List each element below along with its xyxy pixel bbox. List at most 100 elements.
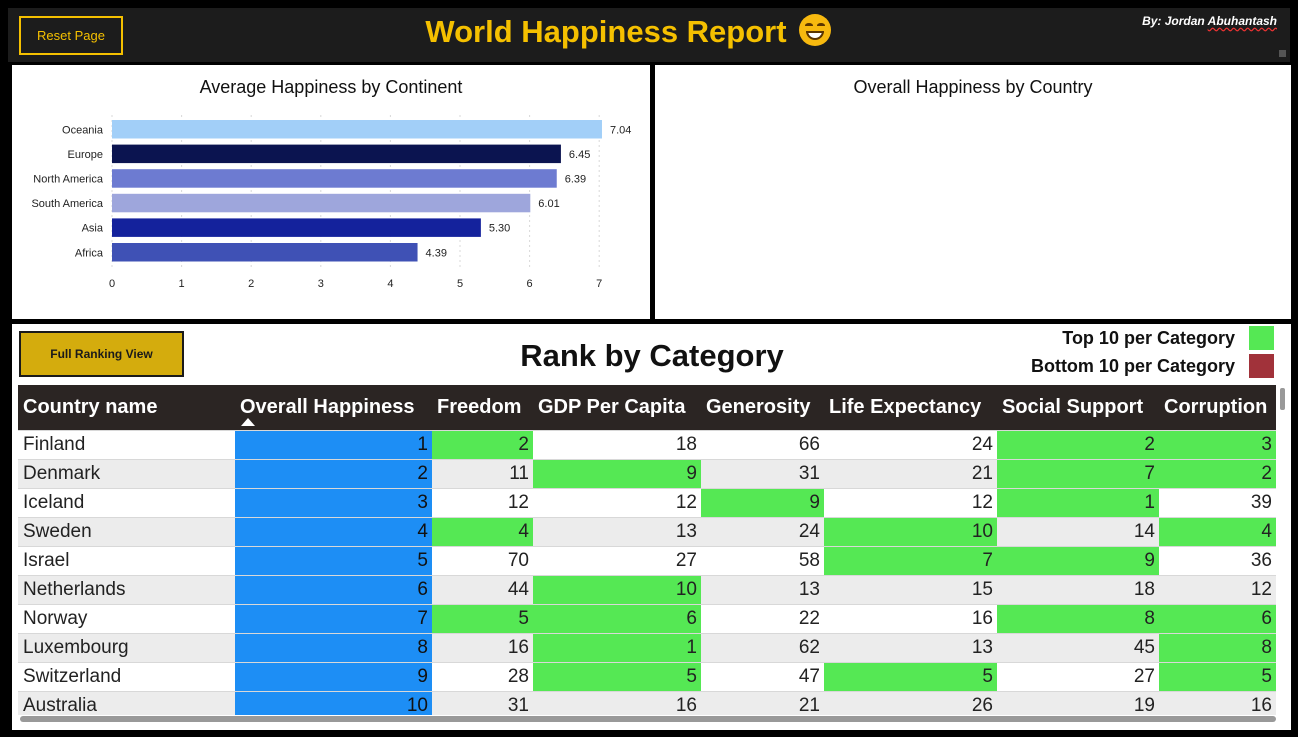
category-rank-cell: 18 (997, 574, 1159, 604)
country-name-cell: Australia (18, 690, 235, 715)
bar[interactable] (112, 193, 531, 213)
country-map-title: Overall Happiness by Country (853, 77, 1093, 97)
data-label: 6.01 (538, 198, 559, 210)
column-header[interactable]: Life Expectancy (824, 385, 997, 430)
category-rank-cell: 2 (1159, 458, 1276, 488)
data-label: 6.45 (569, 149, 590, 161)
table-row[interactable]: Israel 5 70 27 58 7 9 36 (18, 545, 1276, 575)
table-row[interactable]: Switzerland 9 28 5 47 5 27 5 (18, 661, 1276, 691)
overall-rank-cell: 9 (235, 661, 432, 691)
category-rank-cell: 31 (432, 690, 533, 715)
column-header[interactable]: Corruption (1159, 385, 1276, 430)
column-header-label: Freedom (437, 395, 522, 418)
category-rank-cell: 12 (533, 487, 701, 517)
column-header[interactable]: Overall Happiness (235, 385, 432, 430)
continent-chart-panel: Average Happiness by Continent 0 1 2 3 4 5 6 7 O… (12, 65, 650, 319)
category-rank-cell: 10 (533, 574, 701, 604)
category-label: North America (33, 173, 104, 185)
byline-prefix: By: Jordan (1142, 14, 1208, 28)
column-header[interactable]: Generosity (701, 385, 824, 430)
category-rank-cell: 12 (824, 487, 997, 517)
category-rank-cell: 39 (1159, 487, 1276, 517)
column-header[interactable]: GDP Per Capita (533, 385, 701, 430)
category-rank-cell: 24 (824, 429, 997, 459)
category-label: South America (31, 198, 103, 210)
category-rank-cell: 1 (997, 487, 1159, 517)
column-header[interactable]: Freedom (432, 385, 533, 430)
x-tick-label: 4 (387, 278, 393, 290)
table-row[interactable]: Luxembourg 8 16 1 62 13 45 8 (18, 632, 1276, 662)
data-label: 5.30 (489, 223, 510, 235)
category-rank-cell: 8 (997, 603, 1159, 633)
country-name-cell: Denmark (18, 458, 235, 488)
bar[interactable] (112, 218, 481, 237)
column-header[interactable]: Country name (18, 385, 235, 430)
category-rank-cell: 16 (533, 690, 701, 715)
category-rank-cell: 7 (824, 545, 997, 575)
x-tick-label: 6 (527, 278, 533, 290)
category-rank-cell: 13 (824, 632, 997, 662)
category-rank-cell: 13 (701, 574, 824, 604)
category-rank-cell: 4 (432, 516, 533, 546)
table-row[interactable]: Denmark 2 11 9 31 21 7 2 (18, 458, 1276, 488)
sort-ascending-icon (241, 417, 255, 426)
category-rank-cell: 28 (432, 661, 533, 691)
x-tick-label: 2 (248, 278, 254, 290)
column-header[interactable]: Social Support (997, 385, 1159, 430)
column-header-label: Life Expectancy (829, 395, 982, 418)
country-name-cell: Sweden (18, 516, 235, 546)
legend-bottom-label: Bottom 10 per Category (1030, 355, 1235, 376)
table-row[interactable]: Iceland 3 12 12 9 12 1 39 (18, 487, 1276, 517)
legend-top-label: Top 10 per Category (1062, 327, 1235, 348)
country-name-cell: Finland (18, 429, 235, 459)
category-rank-cell: 27 (533, 545, 701, 575)
category-rank-cell: 27 (997, 661, 1159, 691)
category-rank-cell: 16 (1159, 690, 1276, 715)
overall-rank-cell: 4 (235, 516, 432, 546)
header-bar: Reset Page World Happiness Report By: Jo… (8, 8, 1290, 62)
table-row[interactable]: Finland 1 2 18 66 24 2 3 (18, 429, 1276, 459)
x-tick-label: 3 (318, 278, 324, 290)
category-rank-cell: 18 (533, 429, 701, 459)
bar[interactable] (112, 144, 561, 164)
full-ranking-view-button[interactable]: Full Ranking View (19, 331, 184, 377)
rank-table-container[interactable]: Country name Overall Happiness Freedom GDP … (18, 385, 1276, 715)
table-row[interactable]: Netherlands 6 44 10 13 15 18 12 (18, 574, 1276, 604)
country-map-panel[interactable]: Overall Happiness by Country (655, 65, 1291, 319)
data-label: 7.04 (610, 124, 631, 136)
category-rank-cell: 21 (701, 690, 824, 715)
country-name-cell: Netherlands (18, 574, 235, 604)
vertical-scrollbar[interactable] (1280, 388, 1285, 410)
table-row[interactable]: Australia 10 31 16 21 26 19 16 (18, 690, 1276, 715)
category-rank-cell: 44 (432, 574, 533, 604)
category-rank-cell: 7 (997, 458, 1159, 488)
resize-grip-icon[interactable] (1279, 50, 1286, 57)
legend-top-swatch (1249, 326, 1274, 350)
bar[interactable] (112, 243, 418, 262)
x-tick-label: 0 (109, 278, 115, 290)
byline-surname: Abuhantash (1207, 14, 1277, 28)
category-rank-cell: 58 (701, 545, 824, 575)
x-tick-label: 7 (596, 278, 602, 290)
table-row[interactable]: Sweden 4 4 13 24 10 14 4 (18, 516, 1276, 546)
x-tick-label: 1 (179, 278, 185, 290)
category-label: Europe (68, 149, 103, 161)
category-rank-cell: 21 (824, 458, 997, 488)
continent-bar-chart: 0 1 2 3 4 5 6 7 Oceania 7.04 Europe 6.45 North Ameri… (31, 115, 631, 290)
bar[interactable] (112, 169, 557, 188)
table-row[interactable]: Norway 7 5 6 22 16 8 6 (18, 603, 1276, 633)
legend-bottom-swatch (1249, 354, 1274, 378)
category-rank-cell: 11 (432, 458, 533, 488)
column-header-label: Social Support (1002, 395, 1144, 418)
category-rank-cell: 66 (701, 429, 824, 459)
column-header-label: Generosity (706, 395, 811, 418)
country-name-cell: Norway (18, 603, 235, 633)
category-label: Africa (75, 247, 104, 259)
horizontal-scrollbar[interactable] (20, 716, 1276, 722)
category-rank-cell: 15 (824, 574, 997, 604)
bar[interactable] (112, 120, 602, 139)
category-rank-cell: 1 (533, 632, 701, 662)
reset-page-button[interactable]: Reset Page (19, 16, 123, 55)
column-header-label: Corruption (1164, 395, 1268, 418)
